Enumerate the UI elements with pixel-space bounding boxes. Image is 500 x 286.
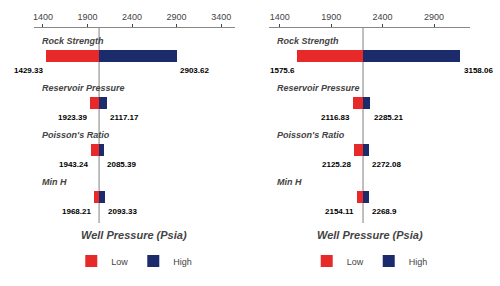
svg-text:2903.62: 2903.62: [180, 66, 209, 75]
svg-text:1400: 1400: [270, 12, 290, 22]
svg-text:High: High: [409, 257, 428, 267]
svg-text:1575.6: 1575.6: [270, 66, 295, 75]
svg-text:Low: Low: [111, 257, 128, 267]
svg-text:2117.17: 2117.17: [110, 113, 139, 122]
svg-text:3158.06: 3158.06: [464, 66, 493, 75]
svg-text:2154.11: 2154.11: [325, 207, 354, 216]
svg-text:3400: 3400: [211, 12, 231, 22]
svg-text:2400: 2400: [373, 12, 393, 22]
svg-text:2093.33: 2093.33: [108, 207, 137, 216]
svg-text:1900: 1900: [77, 12, 97, 22]
svg-text:1923.39: 1923.39: [58, 113, 87, 122]
svg-text:Min H: Min H: [277, 177, 302, 187]
svg-text:Rock Strength: Rock Strength: [42, 36, 104, 46]
svg-text:1968.21: 1968.21: [62, 207, 91, 216]
svg-text:2268.9: 2268.9: [372, 207, 397, 216]
svg-text:Poisson's Ratio: Poisson's Ratio: [277, 130, 345, 140]
svg-text:2285.21: 2285.21: [374, 113, 403, 122]
svg-text:Low: Low: [347, 257, 364, 267]
svg-text:2085.39: 2085.39: [107, 160, 136, 169]
svg-text:2272.08: 2272.08: [372, 160, 401, 169]
svg-text:Well Pressure (Psia): Well Pressure (Psia): [81, 229, 187, 241]
svg-text:2125.28: 2125.28: [322, 160, 351, 169]
svg-text:High: High: [173, 257, 192, 267]
svg-text:1400: 1400: [33, 12, 53, 22]
svg-text:2900: 2900: [424, 12, 444, 22]
svg-text:Min H: Min H: [42, 177, 67, 187]
svg-text:Poisson's Ratio: Poisson's Ratio: [42, 130, 110, 140]
svg-text:2116.83: 2116.83: [321, 113, 350, 122]
svg-text:Reservoir Pressure: Reservoir Pressure: [277, 83, 360, 93]
svg-text:2400: 2400: [122, 12, 142, 22]
svg-text:Rock Strength: Rock Strength: [277, 36, 339, 46]
svg-text:Well Pressure (Psia): Well Pressure (Psia): [317, 229, 423, 241]
svg-text:1900: 1900: [321, 12, 341, 22]
svg-text:1943.24: 1943.24: [59, 160, 88, 169]
svg-text:1429.33: 1429.33: [14, 66, 43, 75]
svg-text:Reservoir Pressure: Reservoir Pressure: [42, 83, 125, 93]
svg-text:2900: 2900: [167, 12, 187, 22]
